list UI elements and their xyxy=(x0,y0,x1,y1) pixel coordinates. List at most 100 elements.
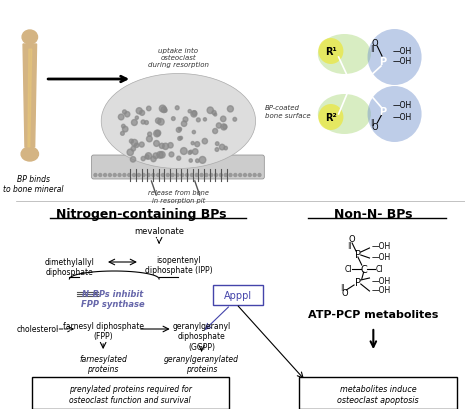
Ellipse shape xyxy=(21,148,39,162)
Text: geranylgeranyl
diphosphate
(GGPP): geranylgeranyl diphosphate (GGPP) xyxy=(173,321,231,351)
Circle shape xyxy=(121,125,125,129)
Circle shape xyxy=(140,111,145,116)
Circle shape xyxy=(199,157,206,164)
Circle shape xyxy=(220,117,226,122)
Circle shape xyxy=(146,153,152,160)
Circle shape xyxy=(198,381,209,393)
Polygon shape xyxy=(23,45,37,148)
Circle shape xyxy=(132,120,137,126)
Text: ‖: ‖ xyxy=(347,242,351,249)
Circle shape xyxy=(192,111,197,116)
Circle shape xyxy=(191,112,197,118)
Circle shape xyxy=(145,121,148,125)
Text: P: P xyxy=(379,107,386,117)
Circle shape xyxy=(104,174,106,177)
Circle shape xyxy=(239,174,242,177)
Circle shape xyxy=(145,155,149,160)
Circle shape xyxy=(162,144,169,150)
Circle shape xyxy=(153,153,159,159)
Text: P: P xyxy=(355,249,361,259)
Circle shape xyxy=(159,152,165,159)
Circle shape xyxy=(155,131,161,137)
Circle shape xyxy=(141,121,145,125)
Ellipse shape xyxy=(318,35,371,75)
Circle shape xyxy=(137,174,140,177)
Text: C: C xyxy=(355,80,363,90)
Text: Cl: Cl xyxy=(345,265,352,274)
Circle shape xyxy=(215,142,219,146)
Circle shape xyxy=(193,149,198,155)
Text: O: O xyxy=(341,289,348,298)
Circle shape xyxy=(100,381,111,393)
Circle shape xyxy=(188,110,192,114)
Circle shape xyxy=(171,174,174,177)
Circle shape xyxy=(133,174,135,177)
Circle shape xyxy=(161,174,165,177)
Text: dimethylallyl
diphosphate: dimethylallyl diphosphate xyxy=(45,257,94,277)
Circle shape xyxy=(113,174,116,177)
Circle shape xyxy=(258,174,261,177)
Text: isopentenyl
diphosphate (IPP): isopentenyl diphosphate (IPP) xyxy=(145,255,212,275)
Circle shape xyxy=(130,157,136,163)
Circle shape xyxy=(207,108,213,114)
Circle shape xyxy=(181,121,187,127)
Circle shape xyxy=(186,174,188,177)
Circle shape xyxy=(157,174,159,177)
Circle shape xyxy=(178,137,181,141)
Circle shape xyxy=(175,106,179,110)
Circle shape xyxy=(234,174,237,177)
Text: uptake into
osteoclast
during resorption: uptake into osteoclast during resorption xyxy=(148,48,209,68)
Circle shape xyxy=(319,39,344,65)
Text: —OH: —OH xyxy=(392,46,412,55)
Polygon shape xyxy=(28,50,32,148)
Text: —OH: —OH xyxy=(372,286,391,295)
FancyBboxPatch shape xyxy=(299,377,457,409)
Circle shape xyxy=(212,111,216,115)
Ellipse shape xyxy=(318,95,371,135)
Circle shape xyxy=(210,174,213,177)
Circle shape xyxy=(214,114,217,117)
Circle shape xyxy=(140,143,144,148)
Circle shape xyxy=(148,133,152,137)
Circle shape xyxy=(179,128,182,131)
Circle shape xyxy=(123,174,126,177)
Circle shape xyxy=(224,147,227,151)
FancyBboxPatch shape xyxy=(213,285,263,305)
Circle shape xyxy=(131,147,135,152)
Circle shape xyxy=(244,174,246,177)
Text: O: O xyxy=(372,39,379,48)
FancyBboxPatch shape xyxy=(92,155,264,180)
Circle shape xyxy=(213,129,218,134)
Ellipse shape xyxy=(22,31,38,45)
Text: cholesterol: cholesterol xyxy=(16,325,59,334)
Circle shape xyxy=(180,148,187,155)
Text: prenylated proteins required for
osteoclast function and survival: prenylated proteins required for osteocl… xyxy=(69,384,192,404)
Text: —OH: —OH xyxy=(392,57,412,66)
Text: O: O xyxy=(372,123,379,132)
Text: metabolites induce
osteoclast apoptosis: metabolites induce osteoclast apoptosis xyxy=(337,384,419,404)
Circle shape xyxy=(191,174,193,177)
Circle shape xyxy=(189,151,193,154)
Circle shape xyxy=(118,174,121,177)
Circle shape xyxy=(195,142,199,147)
Circle shape xyxy=(122,127,128,133)
Circle shape xyxy=(233,118,237,122)
Text: BP binds
to bone mineral: BP binds to bone mineral xyxy=(3,175,64,194)
Text: —OH: —OH xyxy=(372,277,391,286)
Circle shape xyxy=(203,119,206,122)
Circle shape xyxy=(94,174,97,177)
Circle shape xyxy=(223,125,227,130)
Text: –S–: –S– xyxy=(86,382,100,391)
Circle shape xyxy=(367,30,422,86)
Circle shape xyxy=(183,118,188,123)
Circle shape xyxy=(142,174,145,177)
Circle shape xyxy=(214,174,218,177)
Circle shape xyxy=(200,174,203,177)
Circle shape xyxy=(169,153,174,157)
Circle shape xyxy=(227,106,233,113)
Circle shape xyxy=(125,112,130,118)
Circle shape xyxy=(195,174,198,177)
Text: –S–: –S– xyxy=(185,382,199,391)
Circle shape xyxy=(176,174,179,177)
Text: O: O xyxy=(349,235,355,244)
